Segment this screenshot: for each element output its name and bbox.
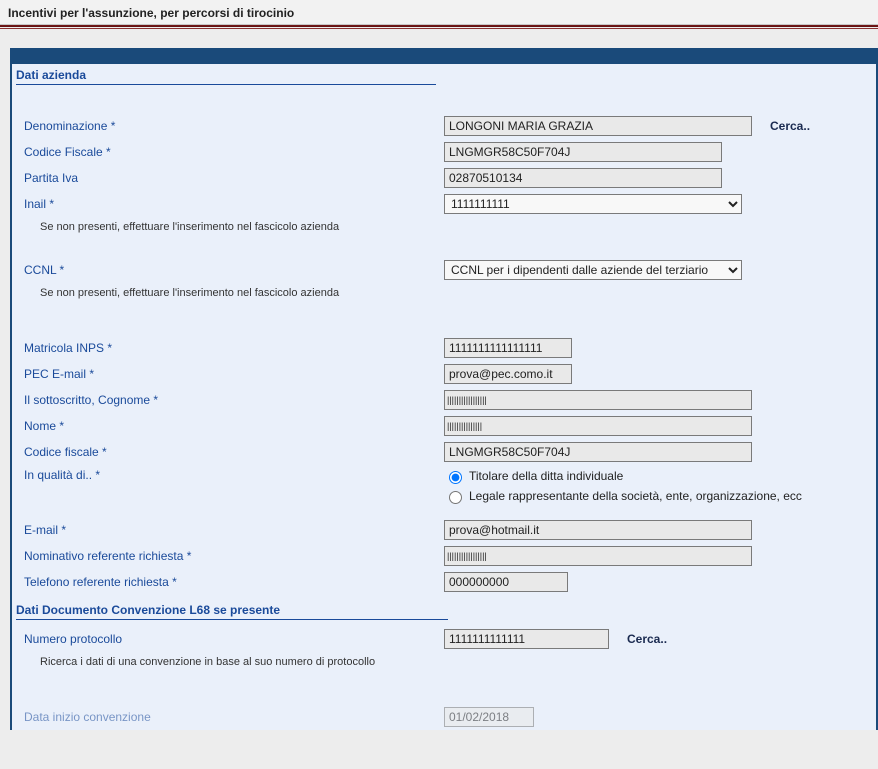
codice-fiscale-field: LNGMGR58C50F704J xyxy=(444,142,722,162)
cf-persona-field: LNGMGR58C50F704J xyxy=(444,442,752,462)
section-doc-header: Dati Documento Convenzione L68 se presen… xyxy=(16,599,448,620)
cerca-protocollo-link[interactable]: Cerca.. xyxy=(627,632,667,646)
hint-fascicolo-2: Se non presenti, effettuare l'inseriment… xyxy=(14,283,876,313)
pec-input[interactable] xyxy=(444,364,572,384)
inail-select[interactable]: 1111111111 xyxy=(444,194,742,214)
label-telefono-ref: Telefono referente richiesta * xyxy=(24,575,444,589)
spacer xyxy=(0,30,878,48)
denominazione-field: LONGONI MARIA GRAZIA xyxy=(444,116,752,136)
title-underline-thin xyxy=(0,28,878,29)
label-pec: PEC E-mail * xyxy=(24,367,444,381)
ccnl-select[interactable]: CCNL per i dipendenti dalle aziende del … xyxy=(444,260,742,280)
hint-protocollo: Ricerca i dati di una convenzione in bas… xyxy=(14,652,876,682)
label-codice-fiscale: Codice Fiscale * xyxy=(24,145,444,159)
label-nominativo-ref: Nominativo referente richiesta * xyxy=(24,549,444,563)
email-input[interactable] xyxy=(444,520,752,540)
label-data-inizio: Data inizio convenzione xyxy=(24,710,444,724)
radio-titolare[interactable] xyxy=(449,471,462,484)
label-denominazione: Denominazione * xyxy=(24,119,444,133)
section-azienda-header: Dati azienda xyxy=(16,64,436,85)
label-nome: Nome * xyxy=(24,419,444,433)
page-title: Incentivi per l'assunzione, per percorsi… xyxy=(0,0,878,25)
label-matricola: Matricola INPS * xyxy=(24,341,444,355)
title-underline xyxy=(0,25,878,27)
data-inizio-input[interactable] xyxy=(444,707,534,727)
label-qualita: In qualità di.. * xyxy=(24,468,444,482)
label-inail: Inail * xyxy=(24,197,444,211)
nome-field: ||||||||||||||| xyxy=(444,416,752,436)
hint-fascicolo-1: Se non presenti, effettuare l'inseriment… xyxy=(14,217,876,247)
form-frame: Dati azienda Denominazione * LONGONI MAR… xyxy=(10,48,878,730)
radio-titolare-label[interactable]: Titolare della ditta individuale xyxy=(444,468,802,484)
cognome-field: ||||||||||||||||| xyxy=(444,390,752,410)
label-partita-iva: Partita Iva xyxy=(24,171,444,185)
numero-protocollo-input[interactable] xyxy=(444,629,609,649)
label-cognome: Il sottoscritto, Cognome * xyxy=(24,393,444,407)
label-cf-persona: Codice fiscale * xyxy=(24,445,444,459)
nominativo-ref-field: ||||||||||||||||| xyxy=(444,546,752,566)
matricola-input[interactable] xyxy=(444,338,572,358)
radio-legale-label[interactable]: Legale rappresentante della società, ent… xyxy=(444,488,802,504)
radio-legale-text: Legale rappresentante della società, ent… xyxy=(469,489,802,503)
label-email: E-mail * xyxy=(24,523,444,537)
radio-titolare-text: Titolare della ditta individuale xyxy=(469,469,623,483)
telefono-ref-input[interactable] xyxy=(444,572,568,592)
radio-legale[interactable] xyxy=(449,491,462,504)
cerca-denominazione-link[interactable]: Cerca.. xyxy=(770,119,810,133)
label-numero-protocollo: Numero protocollo xyxy=(24,632,444,646)
partita-iva-field: 02870510134 xyxy=(444,168,722,188)
label-ccnl: CCNL * xyxy=(24,263,444,277)
